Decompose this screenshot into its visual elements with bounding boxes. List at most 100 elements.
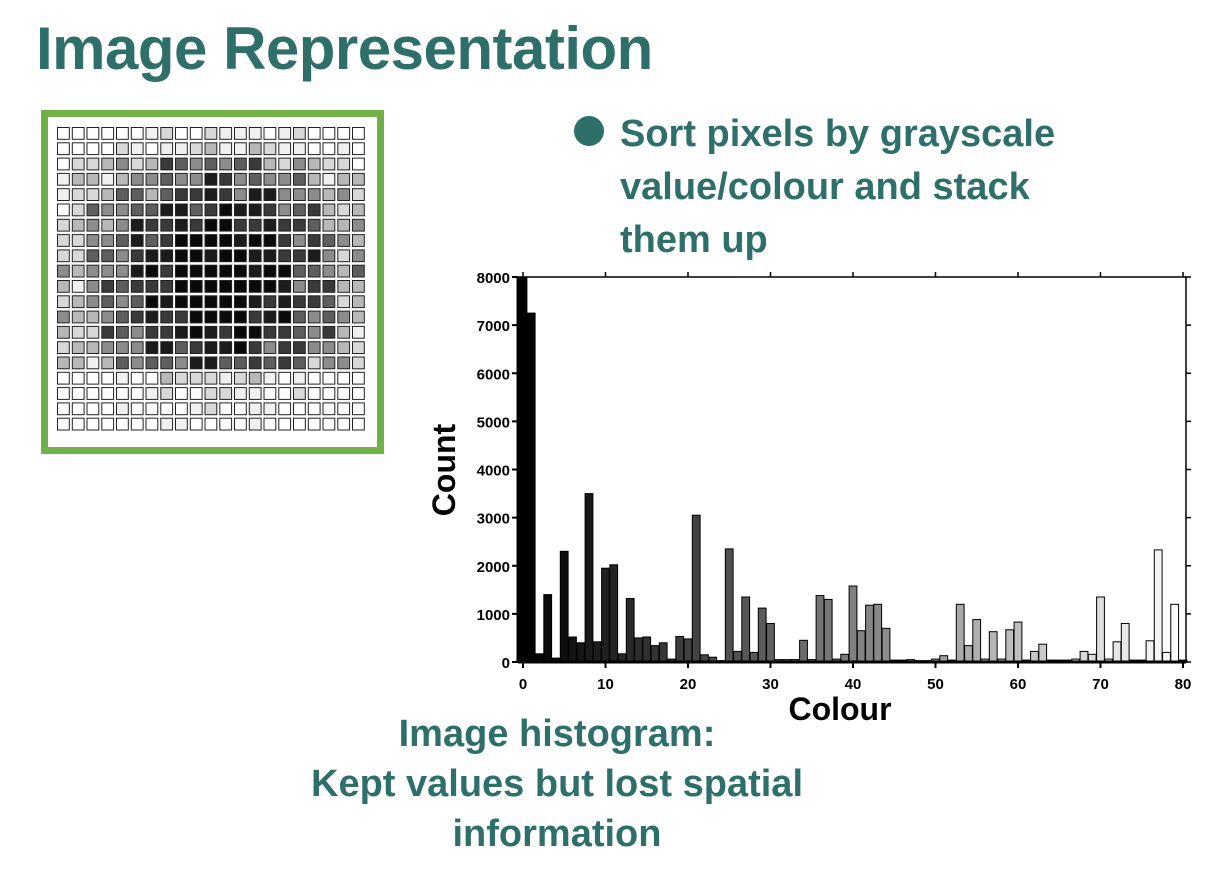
pixel-cell — [337, 402, 351, 416]
pixel-cell — [101, 371, 115, 385]
pixel-cell — [204, 356, 218, 370]
pixel-cell — [175, 280, 188, 293]
pixel-cell — [71, 188, 85, 202]
pixel-cell — [234, 264, 247, 278]
pixel-cell — [116, 356, 129, 370]
pixel-cell — [219, 402, 233, 416]
pixel-cell — [71, 280, 85, 293]
pixel-cell — [278, 218, 292, 232]
pixel-cell — [57, 325, 70, 339]
pixel-cell — [175, 264, 188, 278]
pixel-cell — [57, 417, 70, 431]
pixel-cell — [293, 188, 306, 202]
pixel-cell — [86, 157, 100, 171]
pixel-cell — [116, 264, 129, 278]
pixel-cell — [263, 264, 277, 278]
pixel-cell — [71, 218, 85, 232]
pixel-cell — [352, 356, 365, 370]
pixel-cell — [101, 249, 115, 263]
caption-line: Kept values but lost spatial — [311, 763, 803, 805]
pixel-cell — [160, 142, 174, 156]
pixel-cell — [130, 142, 144, 156]
pixel-cell — [130, 295, 144, 309]
pixel-cell — [352, 203, 365, 217]
pixel-cell — [145, 310, 159, 324]
y-tick-label: 6000 — [477, 366, 510, 383]
pixel-cell — [248, 402, 262, 416]
pixel-cell — [130, 356, 144, 370]
pixel-cell — [352, 402, 365, 416]
pixel-cell — [160, 203, 174, 217]
pixel-cell — [130, 325, 144, 339]
pixel-cell — [57, 203, 70, 217]
y-axis-title: Count — [426, 423, 462, 516]
pixel-cell — [263, 142, 277, 156]
pixel-cell — [248, 157, 262, 171]
pixel-cell — [57, 341, 70, 354]
pixel-cell — [204, 142, 218, 156]
pixel-cell — [57, 127, 70, 140]
pixel-cell — [352, 295, 365, 309]
pixel-cell — [322, 157, 336, 171]
pixel-cell — [71, 295, 85, 309]
pixel-cell — [278, 234, 292, 247]
pixel-cell — [234, 218, 247, 232]
histogram-bar — [683, 638, 693, 663]
pixel-cell — [307, 234, 321, 247]
pixel-cell — [263, 188, 277, 202]
pixel-cell — [337, 234, 351, 247]
pixel-cell — [278, 127, 292, 140]
pixel-cell — [175, 325, 188, 339]
pixel-cell — [234, 142, 247, 156]
pixel-cell — [278, 188, 292, 202]
pixel-cell — [337, 387, 351, 400]
pixel-cell — [204, 127, 218, 140]
pixel-cell — [352, 280, 365, 293]
pixel-cell — [57, 402, 70, 416]
pixel-cell — [322, 371, 336, 385]
pixel-cell — [322, 203, 336, 217]
histogram-bar — [1038, 643, 1048, 663]
histogram-bar — [955, 603, 965, 663]
pixel-cell — [307, 325, 321, 339]
pixel-cell — [71, 157, 85, 171]
pixel-cell — [189, 356, 203, 370]
pixel-cell — [116, 402, 129, 416]
pixel-cell — [307, 295, 321, 309]
pixel-cell — [189, 310, 203, 324]
pixel-cell — [278, 172, 292, 186]
pixel-cell — [116, 234, 129, 247]
pixel-cell — [130, 371, 144, 385]
pixel-cell — [248, 188, 262, 202]
pixel-cell — [57, 280, 70, 293]
pixel-cell — [86, 218, 100, 232]
histogram-bar — [988, 631, 998, 663]
pixel-cell — [248, 218, 262, 232]
y-tick-label: 4000 — [477, 463, 510, 480]
pixel-cell — [160, 157, 174, 171]
pixel-cell — [337, 295, 351, 309]
pixel-cell — [293, 295, 306, 309]
pixel-cell — [175, 310, 188, 324]
pixel-cell — [71, 310, 85, 324]
pixel-cell — [322, 387, 336, 400]
pixel-cell — [307, 142, 321, 156]
x-axis-title: Colour — [788, 691, 891, 727]
pixel-cell — [352, 188, 365, 202]
pixel-cell — [145, 356, 159, 370]
pixel-cell — [145, 325, 159, 339]
pixel-cell — [145, 234, 159, 247]
pixel-cell — [337, 157, 351, 171]
pixel-cell — [219, 203, 233, 217]
pixel-cell — [278, 157, 292, 171]
pixel-cell — [263, 356, 277, 370]
pixel-cell — [145, 188, 159, 202]
pixel-cell — [219, 264, 233, 278]
pixel-cell — [219, 249, 233, 263]
pixel-cell — [130, 264, 144, 278]
pixel-cell — [263, 310, 277, 324]
histogram-bar — [675, 636, 685, 663]
pixel-cell — [307, 203, 321, 217]
pixel-cell — [175, 356, 188, 370]
pixel-cell — [175, 127, 188, 140]
